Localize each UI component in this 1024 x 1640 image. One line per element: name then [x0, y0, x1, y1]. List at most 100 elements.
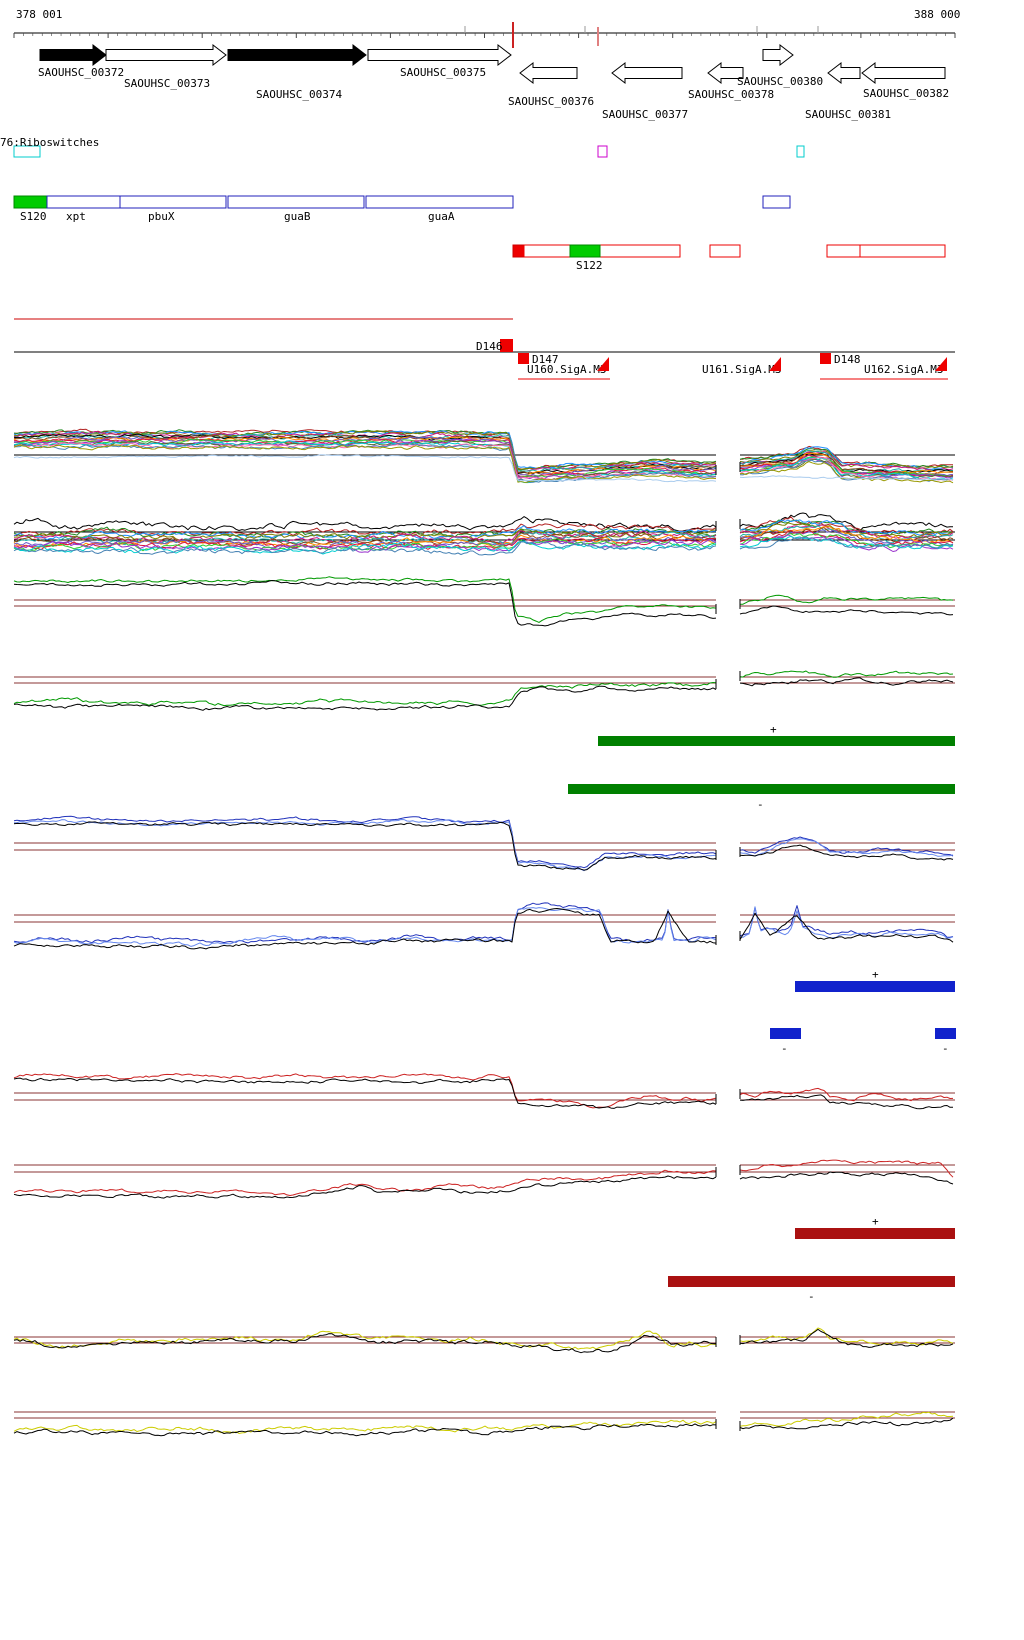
operon-box[interactable]	[227, 195, 365, 209]
gene-arrow-SAOUHSC_00382[interactable]	[861, 61, 946, 85]
signal-line	[739, 457, 954, 480]
gene-arrow-SAOUHSC_00375[interactable]	[367, 43, 512, 67]
operon-box[interactable]	[13, 195, 48, 209]
tss-label: U161.SigA.M3	[702, 363, 781, 376]
gene-label: SAOUHSC_00382	[863, 87, 949, 100]
signal-line	[14, 819, 717, 872]
signal-line	[13, 444, 717, 483]
strand-bar[interactable]	[568, 784, 955, 794]
srna-label: S122	[576, 259, 603, 272]
signal-line	[739, 451, 954, 472]
strand-bar[interactable]	[935, 1028, 956, 1039]
signal-panel-all-libraries-high	[13, 428, 955, 484]
gene-arrow-SAOUHSC_00381[interactable]	[827, 61, 861, 85]
ruler-end-label: 388 000	[914, 8, 961, 21]
signal-line	[739, 670, 954, 678]
signal-line	[13, 537, 717, 551]
gene-label: SAOUHSC_00375	[400, 66, 486, 79]
signal-panel-coverage-green-fwd	[13, 576, 955, 627]
operon-box[interactable]	[46, 195, 121, 209]
operon-box[interactable]	[365, 195, 514, 209]
signal-line	[739, 1159, 954, 1178]
signal-line	[739, 1094, 953, 1110]
strand-sign: -	[942, 1042, 949, 1055]
signal-line	[739, 1171, 954, 1185]
gene-arrow-SAOUHSC_00380[interactable]	[762, 43, 794, 67]
signal-panel-coverage-red-fwd	[13, 1073, 955, 1110]
operon-label: guaA	[428, 210, 455, 223]
operon-box[interactable]	[119, 195, 227, 209]
signal-line	[13, 908, 717, 950]
signal-line	[13, 1423, 717, 1437]
tss-label: D148	[834, 353, 861, 366]
riboswitch-box[interactable]	[13, 145, 41, 158]
riboswitch-box[interactable]	[597, 145, 608, 158]
srna-box[interactable]	[859, 244, 946, 258]
srna-box[interactable]	[569, 244, 601, 258]
tss-flag-icon[interactable]	[935, 357, 947, 371]
tss-label: U162.SigA.M3	[864, 363, 943, 376]
signal-line	[739, 1417, 954, 1430]
tss-flag-icon[interactable]	[769, 357, 781, 371]
gene-arrow-SAOUHSC_00374[interactable]	[227, 43, 367, 67]
operon-label: xpt	[66, 210, 86, 223]
signal-line	[13, 1330, 717, 1350]
strand-bar[interactable]	[598, 736, 955, 746]
srna-box[interactable]	[523, 244, 681, 258]
signal-line	[13, 815, 717, 869]
ruler-start-label: 378 001	[16, 8, 63, 21]
riboswitch-box[interactable]	[796, 145, 805, 158]
strand-bar[interactable]	[795, 981, 955, 992]
strand-bar[interactable]	[668, 1276, 955, 1287]
gene-label: SAOUHSC_00374	[256, 88, 342, 101]
operon-box[interactable]	[762, 195, 791, 209]
signal-line	[13, 902, 717, 944]
srna-box[interactable]	[512, 244, 525, 258]
signal-line	[13, 540, 717, 555]
tss-box[interactable]	[500, 339, 513, 352]
signal-line	[739, 844, 954, 861]
gene-arrow-SAOUHSC_00372[interactable]	[39, 43, 107, 67]
gene-arrow-SAOUHSC_00378[interactable]	[707, 61, 744, 85]
riboswitch-track-label: 76:Riboswitches	[0, 136, 100, 149]
gene-label: SAOUHSC_00372	[38, 66, 124, 79]
strand-sign: +	[872, 968, 879, 981]
gene-label: SAOUHSC_00377	[602, 108, 688, 121]
strand-bar[interactable]	[795, 1228, 955, 1239]
signal-line	[739, 905, 954, 938]
strand-sign: +	[770, 723, 777, 736]
tss-flag-icon[interactable]	[597, 357, 609, 371]
gene-arrow-SAOUHSC_00377[interactable]	[611, 61, 683, 85]
signal-line	[13, 1333, 717, 1354]
signal-line	[739, 1411, 954, 1427]
signal-line	[739, 912, 954, 943]
signal-line	[739, 519, 954, 536]
signal-line	[13, 576, 717, 623]
tss-box[interactable]	[820, 353, 831, 364]
signal-line	[739, 527, 954, 543]
gene-label: SAOUHSC_00380	[737, 75, 823, 88]
signal-panel-coverage-yellow-rev	[13, 1411, 955, 1437]
srna-box[interactable]	[709, 244, 741, 258]
tss-label: U160.SigA.M3	[527, 363, 606, 376]
signal-line	[739, 605, 954, 616]
strand-sign: -	[808, 1290, 815, 1303]
tss-box[interactable]	[518, 353, 529, 364]
signal-line	[739, 536, 954, 550]
signal-line	[13, 821, 717, 871]
gene-label: SAOUHSC_00378	[688, 88, 774, 101]
signal-line	[13, 540, 717, 556]
gene-arrow-SAOUHSC_00376[interactable]	[519, 61, 578, 85]
strand-sign: +	[872, 1215, 879, 1228]
signal-line	[13, 529, 717, 542]
signal-line	[13, 530, 717, 544]
signal-line	[13, 442, 717, 483]
srna-box[interactable]	[826, 244, 861, 258]
strand-bar[interactable]	[770, 1028, 801, 1039]
signal-line	[13, 1169, 717, 1196]
signal-line	[739, 452, 954, 475]
signal-panel-coverage-blue-rev	[13, 902, 955, 950]
gene-arrow-SAOUHSC_00373[interactable]	[105, 43, 227, 67]
